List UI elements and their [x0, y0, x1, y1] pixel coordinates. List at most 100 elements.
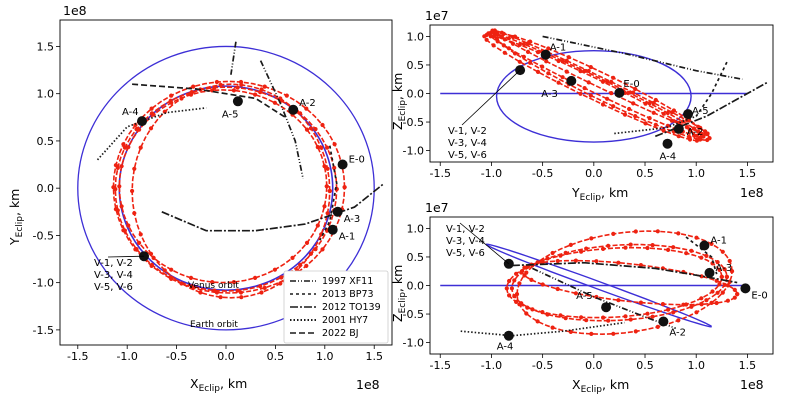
br-ytick-label: 0.5	[407, 251, 425, 264]
trajectory-loop-dot	[322, 164, 327, 169]
br-x-label-sub: Eclip	[581, 385, 603, 395]
left-xtick-label: 0.5	[267, 350, 285, 363]
tr-trajectory-loop-dot	[560, 75, 565, 80]
legend-label-2001-hy7: 2001 HY7	[322, 315, 368, 326]
br-trajectory-loop-dot	[584, 318, 589, 323]
left-y-label-unit: , km	[7, 189, 22, 216]
br-trajectory-loop-dot	[589, 331, 594, 336]
br-trajectory-loop-dot	[520, 269, 525, 274]
br-trajectory-loop-dot	[732, 295, 737, 300]
tr-xtick-label: -1.0	[481, 167, 502, 180]
br-trajectory-loop-dot	[720, 249, 725, 254]
br-trajectory-loop-dot	[633, 329, 638, 334]
tr-y-label: ZEclip, km	[390, 73, 408, 130]
left-x-label-sub: Eclip	[199, 384, 221, 394]
tr-marker-a-5	[683, 109, 693, 120]
left-y-label-sub: Eclip	[15, 216, 25, 238]
br-trajectory-loop-dot	[694, 235, 699, 240]
tr-ticks: -1.5 -1.0 -0.5 0.0 0.5 1.0 1.5 -1.0 -0.5 0.0 0.5 1.…	[403, 30, 757, 180]
br-trajectory-loop-dot	[540, 260, 545, 265]
tr-trajectory-loop-dot	[653, 122, 658, 127]
tr-trajectory-loop-dot	[631, 101, 636, 106]
tr-trajectory-loop-dot	[684, 125, 690, 130]
tr-trajectory-loop-dot	[627, 106, 632, 112]
trajectory-loop-dot	[148, 126, 154, 131]
left-x-label-unit: , km	[220, 376, 247, 391]
2012-to139-orbit	[161, 182, 385, 232]
tr-trajectory-loop-dot	[686, 134, 692, 139]
br-trajectory-loop-dot	[704, 298, 709, 303]
tr-trajectory-loop-dot	[707, 136, 712, 141]
tr-trajectory-loop-dot	[502, 50, 507, 55]
tr-v-callout-line: V-1, V-2	[448, 126, 487, 137]
tr-trajectory-loop-dot	[600, 102, 606, 107]
br-xtick-label: 0.5	[636, 359, 654, 372]
trajectory-loop-dot	[325, 211, 330, 216]
trajectory-loop-dot	[262, 84, 267, 89]
br-trajectory-loop-dot	[519, 301, 524, 306]
br-trajectory-loop-dot	[645, 245, 650, 251]
br-trajectory-loop-dot	[589, 236, 594, 241]
br-trajectory-loop-dot	[694, 310, 699, 315]
trajectory-loop-dot	[279, 275, 284, 280]
br-trajectory-loop-dot	[710, 289, 715, 294]
earth-orbit	[77, 45, 375, 331]
tr-ytick-label: -0.5	[403, 116, 424, 129]
trajectory-loop-dot	[308, 126, 313, 131]
tr-trajectory-loop-dot	[535, 50, 541, 55]
tr-trajectory-loop-dot	[622, 112, 628, 117]
br-trajectory-loop-dot	[650, 314, 655, 319]
br-trajectory-loop-dot	[676, 231, 681, 236]
tr-trajectory-loop-dot	[484, 37, 489, 42]
bottom-right-panel: -1.5 -1.0 -0.5 0.0 0.5 1.0 1.5 -1.0 -0.5 0.0 0.5 1.…	[390, 200, 774, 395]
tr-trajectory-loop-dot	[696, 129, 701, 134]
br-2012-to139-orbit	[511, 261, 738, 284]
br-ytick-label: 1.0	[407, 222, 425, 235]
trajectory-loop-dot	[272, 267, 277, 272]
left-x-label: XEclip, km	[190, 376, 247, 394]
tr-trajectory-loop-dot	[499, 35, 504, 40]
trajectory-loop-dot	[149, 106, 154, 111]
br-trajectory-loop-dot	[616, 260, 621, 265]
br-2013-bp73-orbit	[685, 236, 718, 275]
br-trajectory-loop-dot	[666, 307, 671, 312]
left-ytick-label: 0.0	[37, 182, 55, 195]
trajectory-loop-dot	[315, 145, 320, 150]
br-xtick-label: 1.0	[687, 359, 705, 372]
tr-trajectory-loop-dot	[633, 86, 638, 92]
left-marker-label: A-3	[344, 214, 361, 225]
br-trajectory-loop-dot	[633, 229, 638, 234]
br-marker-a-5	[601, 302, 612, 313]
trajectory-loop-dot	[137, 240, 142, 245]
trajectory-loop-dot	[231, 280, 236, 285]
tr-v-callout-line: V-5, V-6	[448, 150, 487, 161]
br-trajectory-loop-dot	[611, 231, 616, 236]
left-marker-e-0	[337, 159, 348, 170]
trajectory-loop-dot	[210, 280, 215, 285]
tr-trajectory-loop-dot	[647, 101, 652, 106]
trajectory-loop-dot	[169, 100, 174, 105]
br-trajectory-loop-dot	[568, 242, 573, 247]
br-trajectory-loop-dot	[725, 298, 731, 303]
br-trajectory-loop-dot	[509, 286, 514, 291]
trajectory-loop-dot	[324, 184, 329, 189]
tr-trajectory-loop-dot	[647, 116, 652, 121]
tr-y-label-sub: Eclip	[398, 100, 408, 122]
br-trajectory-loop-dot	[584, 246, 589, 251]
br-trajectory-loop-dot	[715, 290, 720, 295]
trajectory-loop-dot	[231, 88, 236, 93]
br-trajectory-loop-dot	[530, 307, 535, 312]
tr-trajectory-loop-dot	[578, 69, 583, 74]
trajectory-loop-dot	[284, 93, 289, 98]
tr-trajectory-loop-dot	[605, 96, 610, 101]
trajectory-loop-dot	[259, 290, 264, 295]
tr-marker-a-3	[566, 75, 577, 86]
2013-bp73-orbit	[319, 145, 338, 241]
br-xtick-label: 1.5	[739, 359, 757, 372]
tr-marker-label: E-0	[623, 79, 639, 90]
br-trajectory-loop-dot	[722, 267, 727, 272]
left-v-callout-line: V-3, V-4	[94, 270, 133, 281]
trajectory-loop-dot	[239, 82, 244, 87]
br-trajectory-loop-dot	[616, 298, 621, 303]
